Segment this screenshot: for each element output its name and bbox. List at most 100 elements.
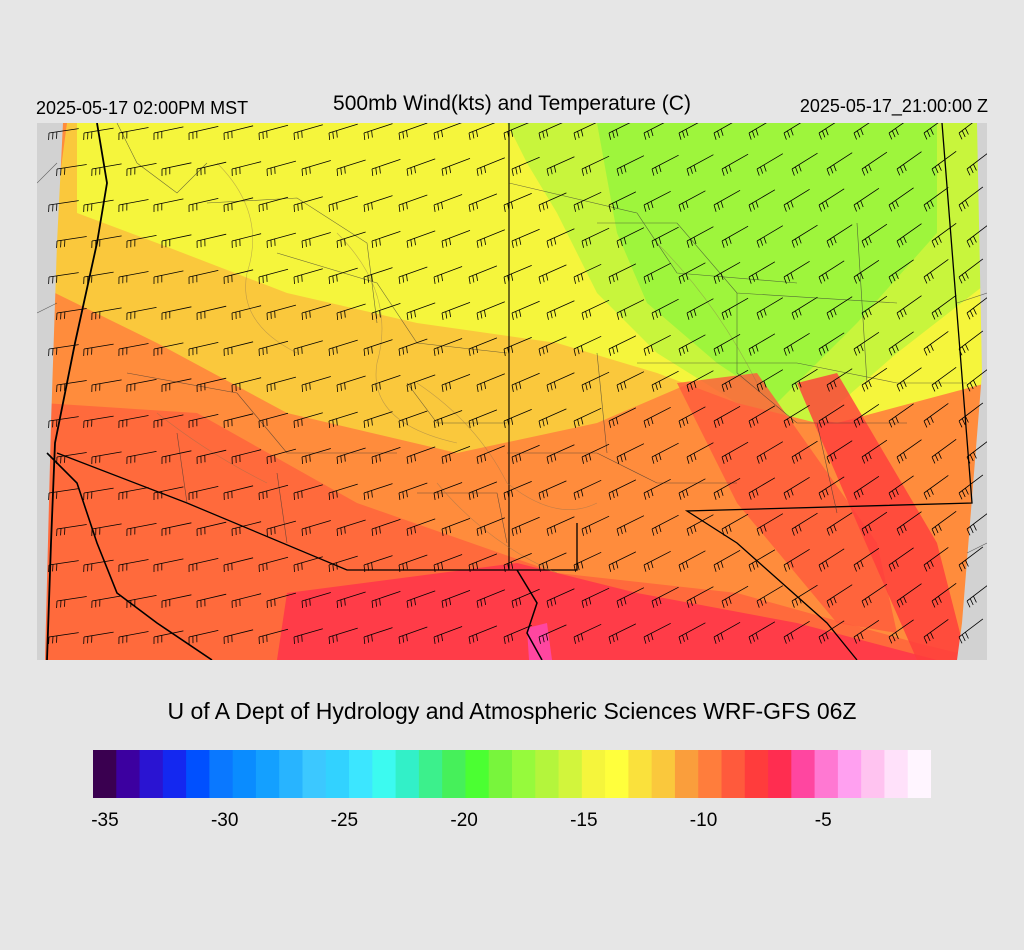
wind-barb (791, 224, 818, 248)
colorbar-swatch (372, 750, 397, 798)
wind-barb (301, 376, 331, 393)
wind-barb (888, 403, 914, 428)
wind-barb (433, 482, 463, 500)
wind-barb (573, 123, 597, 140)
wind-barb (713, 477, 741, 500)
wind-barb (896, 367, 922, 392)
wind-barb (686, 226, 714, 248)
wind-barb (83, 487, 114, 501)
wind-barb (756, 153, 784, 176)
wind-barb (363, 483, 393, 501)
wind-barb (266, 376, 297, 393)
no-data-left-edge (37, 123, 63, 660)
wind-barb (126, 379, 157, 393)
wind-barb (756, 225, 784, 248)
wind-barb (896, 151, 922, 176)
wind-barb (301, 304, 331, 321)
wind-barb (223, 629, 254, 645)
wind-barb (91, 235, 122, 249)
wind-barb (468, 625, 498, 644)
colorbar-swatch (488, 750, 513, 798)
wind-barb (923, 331, 949, 356)
temp-band-hot-2 (797, 373, 967, 660)
wind-barb (643, 123, 665, 140)
wind-barb (468, 193, 498, 212)
wind-barb (126, 595, 157, 609)
wind-barb (56, 236, 87, 249)
wind-barb (196, 161, 227, 177)
wind-barb (48, 560, 79, 573)
wind-barb (581, 155, 610, 176)
wind-barb (223, 197, 254, 213)
wind-barb (546, 588, 575, 608)
wind-barb (643, 622, 671, 644)
wind-barb (328, 195, 358, 213)
wind-barb (476, 229, 505, 248)
wind-barb (153, 342, 184, 356)
wind-barb (293, 484, 323, 501)
wind-barb (958, 186, 984, 212)
wind-barb (546, 228, 575, 248)
wind-barb (896, 295, 922, 320)
wind-barb (958, 402, 984, 428)
wind-barb (188, 414, 219, 429)
wind-barb (196, 449, 227, 465)
wind-barb (441, 374, 471, 392)
wind-barb (958, 258, 984, 284)
wind-barb (818, 260, 845, 284)
wind-barb (608, 479, 637, 500)
wind-barb (966, 513, 987, 536)
wind-barb (223, 485, 254, 501)
wind-barb (476, 517, 505, 536)
wind-barb (118, 559, 149, 573)
wind-barb (266, 520, 297, 537)
wind-barb (126, 523, 157, 537)
wind-barb (336, 591, 366, 609)
wind-barb (713, 123, 733, 140)
wind-barb (818, 123, 836, 140)
wind-barb (398, 410, 428, 428)
wind-barb (853, 331, 880, 356)
wind-barb (966, 153, 987, 176)
wind-barb (896, 223, 922, 248)
wind-barb (196, 521, 227, 537)
wind-barb (188, 270, 219, 285)
wind-barb (748, 123, 767, 140)
wind-barb (363, 555, 393, 573)
wind-barb (826, 440, 853, 464)
wind-barb (91, 379, 122, 393)
wind-barb (783, 548, 810, 572)
wind-barb (608, 407, 637, 428)
wind-barb (433, 626, 463, 644)
wind-barb (713, 333, 741, 356)
wind-barb (293, 412, 323, 429)
local-time-label: 2025-05-17 02:00PM MST (36, 98, 249, 118)
state-border-west (46, 123, 108, 660)
wind-barb (686, 154, 714, 176)
wind-barb (511, 444, 540, 464)
wind-barb (231, 377, 262, 393)
colorbar-swatch (232, 750, 257, 798)
wind-barb (923, 547, 949, 572)
wind-barb (161, 594, 192, 608)
wind-barb (363, 339, 393, 357)
wind-barb (398, 123, 428, 140)
wind-barb (398, 194, 428, 212)
wind-barb (923, 259, 949, 284)
valid-time-label: 2025-05-17_21:00:00 Z (799, 96, 988, 116)
wind-barb (56, 524, 87, 537)
wind-barb (406, 302, 436, 320)
wind-barb (958, 546, 984, 572)
wind-barb (503, 123, 529, 140)
wind-barb (56, 308, 87, 321)
wind-barb (266, 448, 297, 465)
wind-barb (476, 301, 505, 320)
colorbar-swatch (116, 750, 141, 798)
temp-region-coldest (597, 123, 937, 403)
wind-barb (888, 475, 914, 500)
temp-region-warmer (43, 403, 987, 660)
wind-barb (651, 442, 679, 464)
wind-barb (861, 439, 888, 464)
wind-barb (608, 191, 637, 212)
wind-barb (231, 305, 262, 321)
